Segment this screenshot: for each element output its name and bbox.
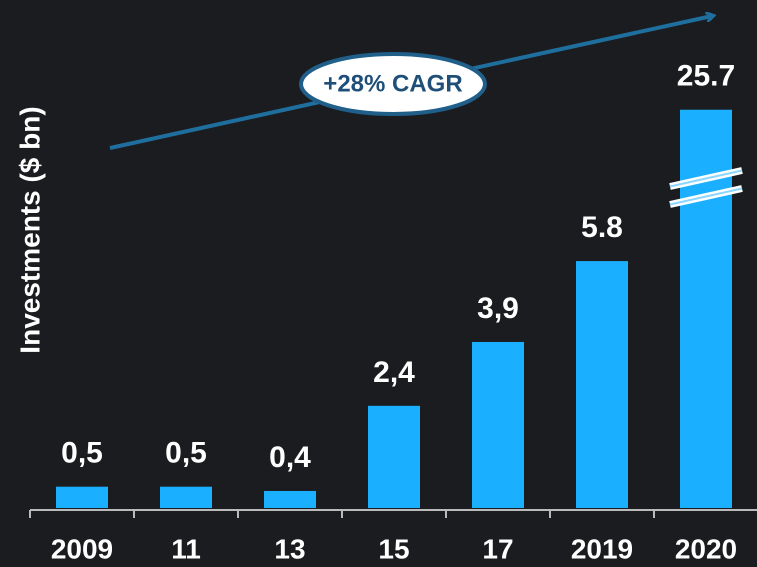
- x-tick-label: 2009: [51, 533, 113, 564]
- bar: [368, 405, 420, 508]
- axis-break-edge: [669, 169, 743, 188]
- x-tick-label: 2020: [675, 533, 737, 564]
- value-label: 3,9: [477, 292, 519, 325]
- value-label: 0,4: [269, 441, 311, 474]
- value-label: 2,4: [373, 356, 415, 389]
- bar: [472, 341, 524, 508]
- value-label: 0,5: [165, 437, 207, 470]
- value-label: 5.8: [581, 211, 623, 244]
- y-axis-label: Investments ($ bn): [14, 106, 45, 353]
- bar: [576, 261, 628, 508]
- x-tick-label: 2019: [571, 533, 633, 564]
- annotation: +28% CAGR: [323, 70, 462, 97]
- x-tick-label: 13: [274, 533, 305, 564]
- x-tick-label: 17: [482, 533, 513, 564]
- axis-break-edge: [669, 187, 743, 206]
- bar: [56, 486, 108, 508]
- value-label: 25.7: [677, 60, 735, 93]
- annotation-bubble: [299, 52, 487, 116]
- bar: [264, 490, 316, 508]
- bar: [160, 486, 212, 508]
- value-label: 0,5: [61, 437, 103, 470]
- x-tick-label: 11: [171, 533, 201, 564]
- bar: [680, 109, 732, 508]
- x-tick-label: 15: [378, 533, 409, 564]
